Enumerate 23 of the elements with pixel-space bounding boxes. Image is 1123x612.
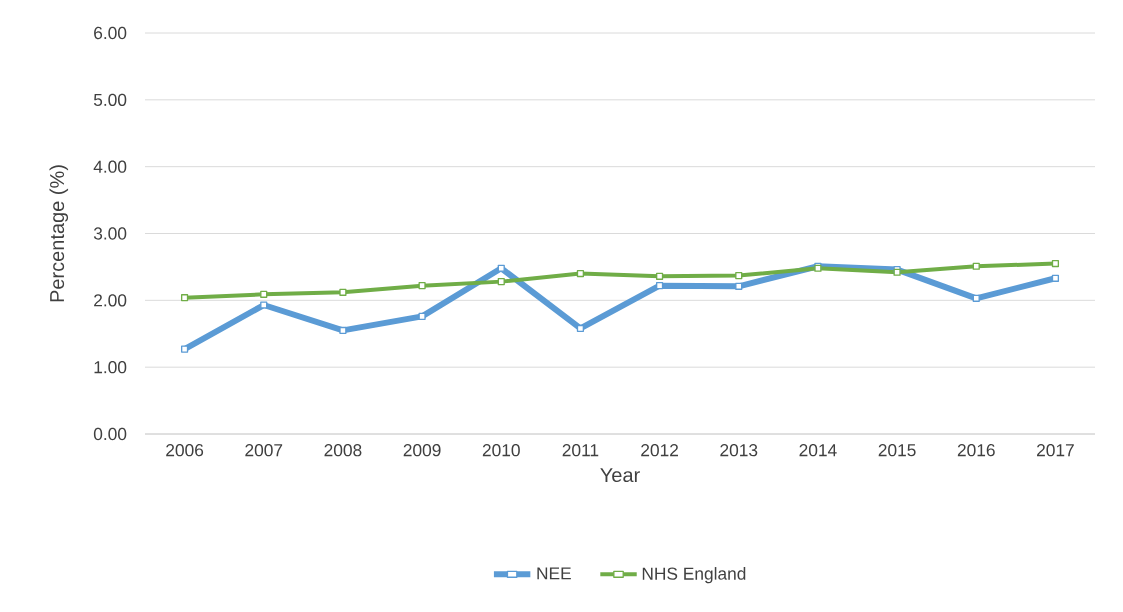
x-tick-label: 2006 [166, 444, 204, 457]
x-tick-label: 2013 [720, 444, 758, 457]
x-tick-label: 2017 [1037, 444, 1074, 457]
x-tick-label: 2009 [403, 444, 441, 457]
y-tick-label: 4.00 [93, 160, 127, 173]
x-tick-label: 2015 [878, 444, 916, 457]
legend-label: NHS England [642, 567, 746, 584]
x-tick-label: 2010 [482, 444, 520, 457]
x-tick-label: 2011 [562, 444, 599, 457]
x-tick-label: 2012 [641, 444, 678, 457]
y-tick-label: 1.00 [94, 361, 127, 374]
legend-label: NEE [537, 567, 571, 580]
x-tick-label: 2008 [324, 444, 362, 457]
y-tick-label: 6.00 [94, 26, 127, 40]
y-axis-title: Percentage (%) [49, 165, 69, 302]
y-tick-label: 2.00 [94, 294, 127, 307]
y-tick-label: 0.00 [93, 427, 127, 441]
x-tick-label: 2007 [245, 444, 283, 457]
x-tick-label: 2014 [799, 444, 837, 457]
y-tick-label: 3.00 [93, 227, 127, 240]
y-tick-label: 5.00 [93, 93, 127, 106]
x-tick-label: 2016 [957, 444, 995, 457]
x-axis-title: Year [600, 468, 640, 483]
